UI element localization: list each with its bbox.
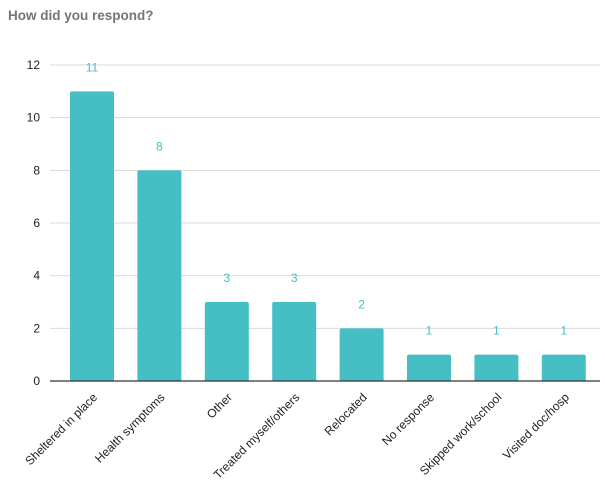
data-label: 1 [493,324,500,338]
bar [70,91,114,381]
gridlines [50,64,600,329]
y-tick-label: 0 [33,374,40,388]
data-label: 3 [291,271,298,285]
data-label: 3 [223,271,230,285]
y-tick-label: 8 [33,163,40,177]
x-tick-label: No response [379,390,437,448]
y-tick-label: 10 [27,111,41,125]
x-tick-label: Relocated [322,390,370,438]
chart-title: How did you respond? [8,8,154,23]
data-label: 11 [86,60,99,74]
bar [339,328,384,381]
data-label: 1 [426,324,433,338]
y-tick-label: 2 [33,321,40,335]
y-tick-label: 12 [27,58,41,72]
x-tick-label: Other [204,390,235,421]
data-label: 2 [358,297,365,311]
bar [407,354,451,381]
x-tick-label: Sheltered in place [22,390,100,468]
bar [272,302,317,381]
x-tick-label: Health symptoms [92,390,167,465]
data-label: 1 [560,324,567,338]
data-label: 8 [156,139,163,153]
y-tick-label: 4 [33,269,40,283]
bar [137,170,182,381]
y-tick-label: 6 [33,216,40,230]
bar [541,354,586,381]
bars [70,91,586,381]
bar [204,302,249,381]
bar [474,354,519,381]
x-tick-label: Visited doc/hosp [500,390,572,462]
